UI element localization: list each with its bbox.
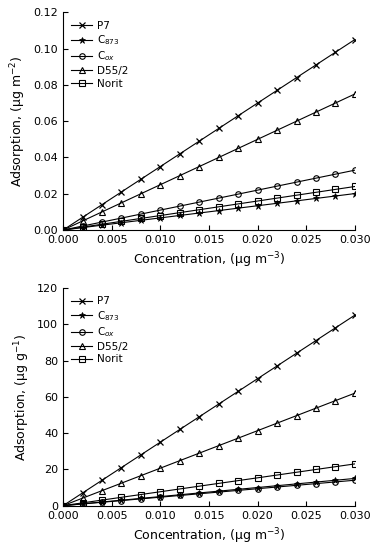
Norit (216, 203, 221, 210)
Norit (352, 460, 357, 467)
C$_{ox}$ (163, 494, 168, 500)
Norit (163, 488, 168, 494)
C$_{873}$ (352, 190, 357, 197)
P7 (314, 337, 318, 344)
P7 (119, 188, 124, 195)
C$_{ox}$ (314, 175, 318, 182)
P7 (216, 401, 221, 407)
Line: P7: P7 (60, 312, 358, 509)
Norit (119, 218, 124, 225)
Line: C$_{873}$: C$_{873}$ (60, 475, 358, 509)
D55/2 (236, 435, 240, 442)
D55/2 (129, 195, 133, 202)
C$_{873}$ (216, 207, 221, 214)
P7 (216, 125, 221, 132)
C$_{ox}$ (352, 477, 357, 484)
D55/2 (216, 154, 221, 161)
Line: C$_{873}$: C$_{873}$ (60, 190, 358, 234)
Norit (61, 227, 65, 233)
D55/2 (129, 476, 133, 483)
D55/2 (163, 463, 168, 470)
D55/2 (314, 405, 318, 412)
D55/2 (352, 91, 357, 98)
C$_{ox}$ (314, 480, 318, 487)
Norit (236, 478, 240, 484)
P7 (119, 464, 124, 471)
Norit (119, 494, 124, 501)
P7 (129, 458, 133, 464)
Line: P7: P7 (60, 36, 358, 234)
P7 (129, 182, 133, 189)
Norit (61, 502, 65, 509)
C$_{ox}$ (129, 213, 133, 219)
P7 (352, 312, 357, 319)
P7 (61, 227, 65, 233)
C$_{873}$ (129, 218, 133, 225)
P7 (236, 112, 240, 119)
D55/2 (119, 480, 124, 486)
D55/2 (163, 179, 168, 186)
C$_{ox}$ (61, 227, 65, 233)
P7 (236, 388, 240, 394)
Norit (352, 183, 357, 190)
C$_{ox}$ (352, 167, 357, 173)
Line: D55/2: D55/2 (60, 391, 358, 509)
D55/2 (216, 442, 221, 449)
C$_{ox}$ (236, 191, 240, 197)
Norit (163, 212, 168, 218)
C$_{ox}$ (216, 489, 221, 495)
D55/2 (61, 227, 65, 233)
Line: C$_{ox}$: C$_{ox}$ (60, 478, 358, 509)
C$_{873}$ (352, 475, 357, 482)
P7 (163, 160, 168, 167)
C$_{ox}$ (119, 215, 124, 222)
C$_{873}$ (216, 488, 221, 495)
Line: D55/2: D55/2 (60, 91, 358, 233)
C$_{ox}$ (236, 487, 240, 494)
X-axis label: Concentration, (μg m$^{-3}$): Concentration, (μg m$^{-3}$) (133, 526, 285, 546)
C$_{ox}$ (216, 195, 221, 202)
Norit (216, 480, 221, 487)
C$_{ox}$ (119, 497, 124, 504)
C$_{873}$ (61, 502, 65, 509)
C$_{873}$ (61, 227, 65, 233)
Norit (314, 466, 318, 473)
D55/2 (61, 502, 65, 509)
Y-axis label: Adsorption, (μg g$^{-1}$): Adsorption, (μg g$^{-1}$) (12, 333, 31, 460)
Norit (314, 189, 318, 196)
D55/2 (352, 390, 357, 397)
C$_{873}$ (129, 496, 133, 502)
P7 (61, 502, 65, 509)
D55/2 (314, 109, 318, 115)
Norit (129, 217, 133, 223)
Norit (236, 201, 240, 207)
C$_{873}$ (163, 493, 168, 500)
Legend: P7, C$_{873}$, C$_{ox}$, D55/2, Norit: P7, C$_{873}$, C$_{ox}$, D55/2, Norit (68, 293, 132, 367)
P7 (352, 36, 357, 43)
C$_{873}$ (314, 479, 318, 485)
D55/2 (119, 199, 124, 206)
C$_{ox}$ (129, 496, 133, 503)
C$_{873}$ (236, 205, 240, 212)
Norit (129, 493, 133, 499)
C$_{873}$ (119, 219, 124, 226)
Legend: P7, C$_{873}$, C$_{ox}$, D55/2, Norit: P7, C$_{873}$, C$_{ox}$, D55/2, Norit (68, 18, 132, 92)
C$_{873}$ (163, 214, 168, 220)
C$_{ox}$ (61, 502, 65, 509)
P7 (163, 435, 168, 442)
C$_{873}$ (236, 486, 240, 493)
C$_{873}$ (119, 497, 124, 504)
Y-axis label: Adsorption, (μg m$^{-2}$): Adsorption, (μg m$^{-2}$) (8, 55, 28, 187)
C$_{ox}$ (163, 206, 168, 212)
Line: Norit: Norit (60, 184, 358, 233)
Line: Norit: Norit (60, 461, 358, 509)
C$_{873}$ (314, 195, 318, 202)
D55/2 (236, 145, 240, 152)
P7 (314, 61, 318, 68)
Line: C$_{ox}$: C$_{ox}$ (60, 167, 358, 233)
X-axis label: Concentration, (μg m$^{-3}$): Concentration, (μg m$^{-3}$) (133, 250, 285, 270)
